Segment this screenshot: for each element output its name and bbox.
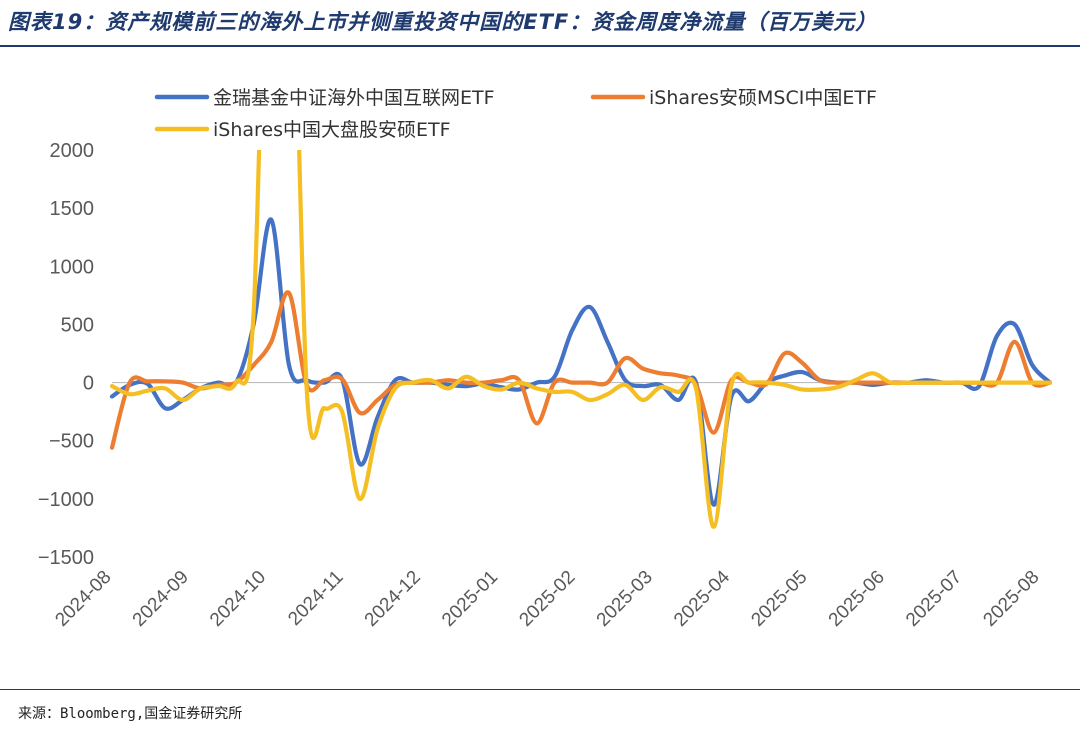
x-tick-label: 2025-01	[438, 567, 502, 631]
y-axis: 2000 1500 1000 500 0 −500 −1000 −1500	[38, 140, 94, 569]
x-tick-label: 2025-03	[593, 567, 657, 631]
x-tick-label: 2025-02	[515, 567, 579, 631]
y-tick-label: 1500	[50, 198, 95, 220]
source-note: 来源：Bloomberg,国金证券研究所	[18, 706, 243, 722]
x-tick-label: 2024-09	[129, 567, 193, 631]
y-tick-label: 2000	[50, 140, 95, 162]
series-line-3	[109, 150, 1053, 529]
footer-divider	[0, 689, 1080, 690]
chart-title: 图表19：资产规模前三的海外上市并侧重投资中国的ETF：资金周度净流量（百万美元…	[8, 10, 878, 34]
y-tick-label: 0	[83, 373, 94, 395]
line-chart: 金瑞基金中证海外中国互联网ETF iShares安硕MSCI中国ETF iShare…	[38, 87, 1053, 631]
y-tick-label: −1500	[38, 547, 94, 569]
series-line-1	[109, 217, 1053, 507]
legend-label: iShares安硕MSCI中国ETF	[649, 87, 877, 109]
x-tick-label: 2024-10	[206, 567, 270, 631]
x-tick-label: 2024-12	[361, 567, 425, 631]
x-tick-label: 2025-06	[825, 567, 889, 631]
title-divider	[0, 45, 1080, 47]
x-tick-label: 2025-04	[670, 566, 734, 630]
plot-area	[109, 150, 1053, 529]
y-tick-label: −500	[49, 431, 94, 453]
x-tick-label: 2024-08	[51, 567, 115, 631]
y-tick-label: −1000	[38, 489, 94, 511]
x-tick-label: 2024-11	[284, 567, 347, 630]
x-axis: 2024-08 2024-09 2024-10 2024-11 2024-12 2025-…	[51, 566, 1043, 630]
x-tick-label: 2025-05	[747, 567, 811, 631]
chart-legend: 金瑞基金中证海外中国互联网ETF iShares安硕MSCI中国ETF iShare…	[154, 87, 877, 141]
legend-label: iShares中国大盘股安硕ETF	[213, 119, 451, 141]
y-tick-label: 500	[61, 314, 94, 336]
x-tick-label: 2025-07	[902, 567, 966, 631]
x-tick-label: 2025-08	[979, 567, 1043, 631]
legend-label: 金瑞基金中证海外中国互联网ETF	[213, 87, 495, 109]
y-tick-label: 1000	[50, 256, 95, 278]
